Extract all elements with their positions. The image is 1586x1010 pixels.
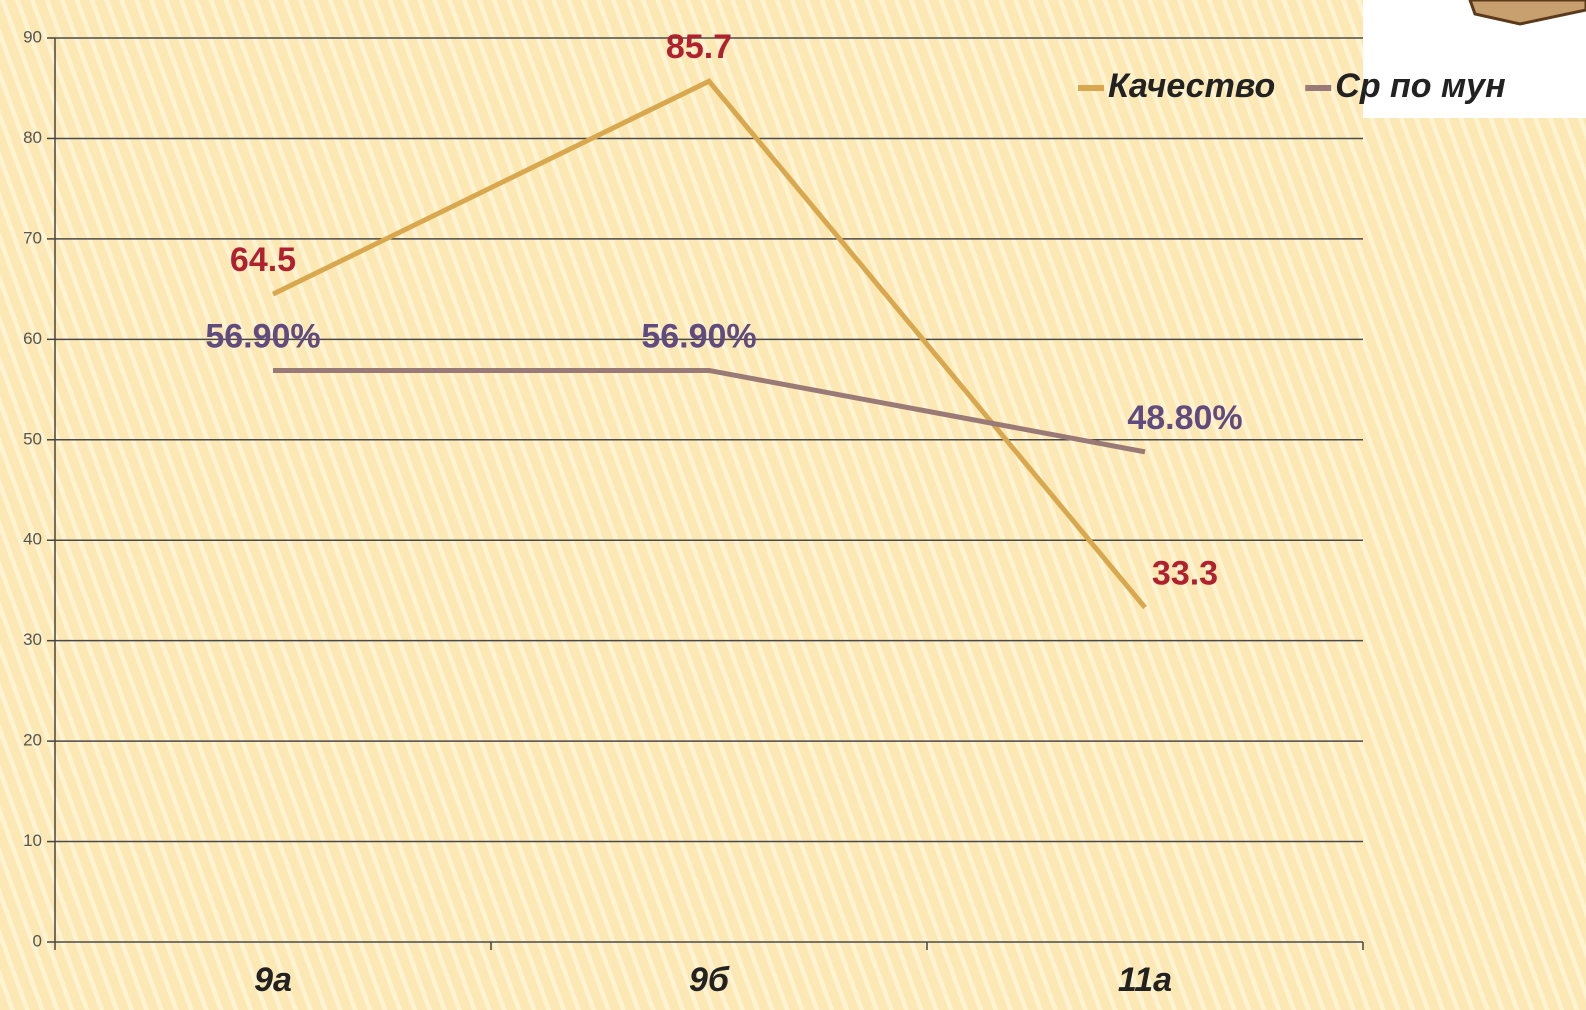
- y-tick-label: 0: [33, 931, 42, 950]
- x-tick-label: 9б: [689, 961, 730, 999]
- data-label: 56.90%: [205, 317, 320, 355]
- y-tick-label: 20: [23, 731, 42, 750]
- x-tick-label: 9а: [254, 961, 292, 999]
- x-tick-label: 11а: [1118, 961, 1172, 999]
- data-label: 48.80%: [1127, 399, 1242, 437]
- y-tick-label: 60: [23, 329, 42, 348]
- legend-box: [1363, 0, 1586, 118]
- data-label: 56.90%: [641, 317, 756, 355]
- y-tick-label: 70: [23, 228, 42, 247]
- legend-label: Ср по мун: [1335, 67, 1505, 105]
- y-tick-label: 30: [23, 630, 42, 649]
- legend-label: Качество: [1108, 67, 1275, 105]
- y-tick-label: 50: [23, 429, 42, 448]
- y-tick-label: 80: [23, 128, 42, 147]
- clipboard-icon: [1468, 0, 1586, 26]
- series-line: [273, 367, 1146, 455]
- data-label: 85.7: [666, 28, 732, 66]
- y-tick-label: 10: [23, 831, 42, 850]
- series-line: [271, 78, 1147, 610]
- y-tick-label: 40: [23, 530, 42, 549]
- data-label: 64.5: [230, 241, 296, 279]
- y-tick-label: 90: [23, 27, 42, 46]
- data-label: 33.3: [1152, 555, 1218, 593]
